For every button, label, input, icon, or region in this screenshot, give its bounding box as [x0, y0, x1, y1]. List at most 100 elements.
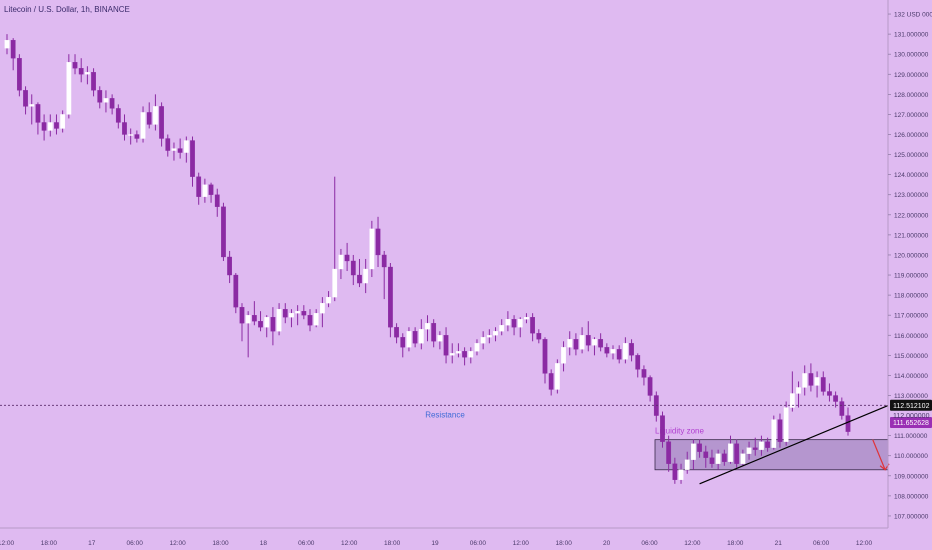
y-tick-label: 108.000000 — [894, 493, 929, 500]
candle — [734, 439, 740, 468]
candle — [221, 202, 226, 261]
candle — [134, 130, 140, 143]
candle — [72, 54, 78, 75]
candle — [808, 363, 814, 392]
candle — [709, 449, 715, 468]
candle — [474, 339, 480, 356]
candle — [66, 54, 72, 119]
candle-body-up — [802, 373, 808, 388]
candle-body-up — [771, 419, 777, 448]
candle — [41, 114, 47, 141]
candle — [610, 345, 616, 360]
candle-body-up — [338, 254, 344, 270]
candle — [499, 319, 505, 336]
candle — [375, 216, 381, 268]
candle-body-up — [623, 343, 628, 360]
candle-body-up — [245, 315, 251, 324]
candle-body-down — [827, 391, 832, 396]
x-tick-label: 20 — [603, 540, 611, 547]
candle-body-up — [486, 335, 492, 338]
price-label-current-text: 112.512102 — [893, 403, 930, 410]
candle — [319, 297, 325, 328]
candle-body-down — [548, 373, 554, 390]
y-tick-label: 130.000000 — [894, 52, 929, 59]
candle — [412, 327, 418, 348]
candle-body-down — [41, 122, 47, 131]
x-tick-label: 12:00 — [513, 540, 530, 547]
candle — [47, 114, 53, 137]
y-tick-label: 117.000000 — [894, 313, 928, 320]
candle-body-up — [789, 393, 795, 408]
candle — [456, 343, 461, 358]
candle — [493, 327, 498, 342]
y-tick-label: 118.000000 — [894, 293, 928, 300]
candle-body-down — [536, 333, 542, 340]
candle-body-up — [567, 339, 573, 348]
candle-body-up — [418, 329, 424, 344]
candle-body-up — [66, 62, 72, 115]
candle-body-up — [319, 302, 325, 314]
candle-body-down — [808, 373, 814, 386]
candle-body-up — [480, 337, 486, 344]
candle-body-down — [177, 148, 183, 153]
candle-body-down — [721, 453, 727, 462]
candle — [78, 58, 84, 83]
candle-body-down — [573, 339, 579, 350]
candle — [468, 347, 474, 364]
x-tick-label: 21 — [775, 540, 783, 547]
candle-body-down — [72, 62, 78, 69]
candle-body-down — [97, 90, 103, 103]
candle-body-down — [78, 68, 84, 75]
candle-body-up — [363, 268, 369, 284]
candle — [251, 301, 257, 326]
candle-body-down — [16, 58, 22, 91]
candle — [653, 391, 659, 422]
candle — [561, 341, 566, 372]
y-tick-label: 129.000000 — [894, 72, 929, 79]
candle — [301, 305, 307, 320]
candle — [214, 188, 220, 217]
candle — [480, 331, 486, 350]
candle — [839, 397, 845, 420]
candle-body-up — [691, 443, 696, 460]
candle — [326, 291, 331, 308]
candle — [746, 441, 752, 460]
candle-body-up — [715, 453, 721, 464]
candle-body-down — [530, 317, 536, 334]
candle — [431, 319, 437, 348]
candle — [122, 114, 127, 141]
x-tick-label: 19 — [431, 540, 439, 547]
candle-body-down — [777, 419, 783, 442]
candle-body-down — [375, 228, 381, 256]
candle-body-down — [381, 254, 387, 268]
candle — [239, 303, 245, 342]
candle-body-down — [839, 401, 845, 416]
y-tick-label: 127.000000 — [894, 112, 929, 119]
candle — [443, 327, 449, 364]
candle-body-down — [54, 122, 59, 129]
y-tick-label: 120.000000 — [894, 252, 929, 259]
candle-body-down — [122, 122, 127, 135]
price-label-current-box — [890, 399, 932, 411]
candle-body-up — [171, 148, 177, 151]
candle — [814, 371, 820, 398]
x-tick-label: 12:00 — [341, 540, 358, 547]
candle-body-up — [524, 317, 529, 320]
candle — [196, 172, 202, 205]
candle — [208, 182, 214, 203]
candle — [579, 327, 585, 354]
x-tick-label: 18:00 — [212, 540, 229, 547]
candle-body-up — [85, 72, 90, 75]
candle-body-up — [103, 98, 109, 103]
candle — [165, 134, 171, 157]
candle — [171, 142, 177, 161]
candle — [449, 343, 455, 364]
candle-body-down — [660, 415, 665, 442]
price-label-last-box — [890, 417, 932, 429]
candle — [505, 311, 511, 332]
candle-body-down — [604, 347, 610, 354]
candle — [270, 307, 276, 346]
candle — [771, 415, 777, 450]
